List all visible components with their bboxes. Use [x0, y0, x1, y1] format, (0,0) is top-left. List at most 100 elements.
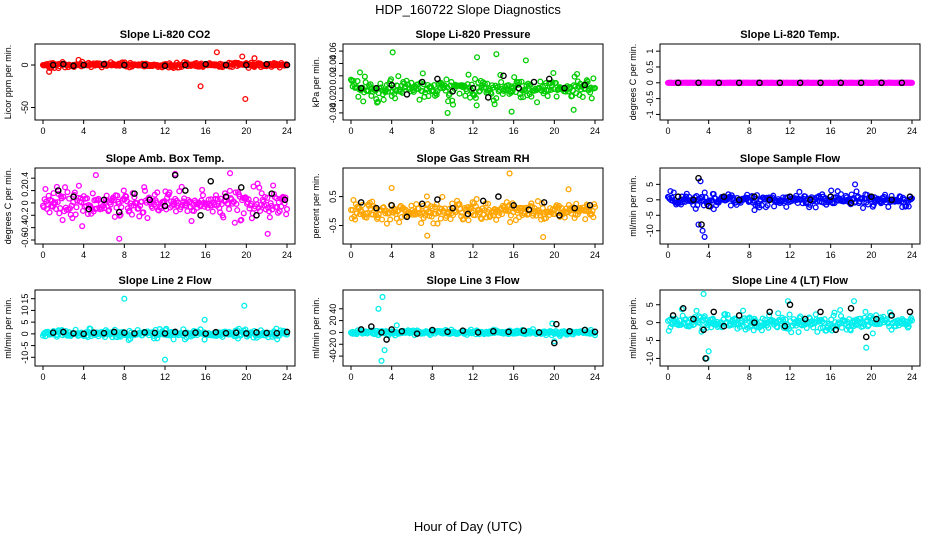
chart-panel: Slope Li-820 CO2 Licor ppm per min. 0 4 8 12 1… — [3, 29, 296, 136]
hourly-point — [197, 211, 204, 219]
data-point — [491, 101, 498, 108]
data-point — [473, 196, 480, 203]
data-point — [266, 214, 273, 221]
hourly-point — [700, 326, 707, 334]
hourly-point — [807, 196, 814, 204]
hourly-point — [357, 84, 365, 92]
data-point — [481, 80, 488, 87]
x-tick-label: 8 — [747, 250, 752, 260]
data-point — [489, 212, 497, 219]
data-point — [383, 220, 390, 227]
y-tick-label: 0 — [20, 331, 30, 336]
x-tick-label: 24 — [590, 126, 600, 136]
data-point — [579, 93, 586, 101]
data-point — [456, 90, 463, 97]
data-point — [465, 217, 472, 224]
data-point — [120, 187, 127, 194]
hourly-point — [710, 308, 718, 316]
data-point — [727, 322, 734, 329]
data-point — [591, 332, 599, 339]
data-point — [430, 220, 437, 227]
hourly-point — [222, 193, 230, 201]
y-tick-label: -20 — [328, 338, 338, 351]
data-point — [679, 312, 686, 319]
outlier-point — [201, 316, 208, 323]
hourly-point — [766, 196, 773, 204]
data-point — [283, 211, 290, 218]
hourly-point — [510, 201, 517, 209]
hourly-point — [581, 326, 589, 334]
data-point — [240, 210, 247, 217]
data-point — [114, 192, 121, 199]
x-tick-label: 24 — [907, 250, 917, 260]
hourly-point — [115, 208, 123, 216]
x-tick-label: 12 — [160, 250, 170, 260]
data-point — [547, 86, 554, 93]
y-axis-label: ml/min per min. — [628, 175, 638, 237]
y-tick-label: -0.6 — [20, 232, 30, 248]
hourly-point — [368, 323, 375, 330]
x-tick-label: 12 — [785, 250, 795, 260]
data-point — [433, 91, 440, 98]
panel-title: Slope Sample Flow — [740, 153, 841, 165]
hourly-point — [551, 339, 558, 347]
data-point — [238, 216, 245, 223]
hourly-point — [80, 61, 87, 69]
data-point — [537, 78, 544, 85]
hourly-point — [60, 60, 67, 68]
data-point — [106, 207, 113, 214]
outlier-point — [444, 109, 451, 116]
y-tick-label: 15 — [20, 294, 30, 304]
y-tick-label: -0.2 — [20, 208, 30, 224]
data-point — [764, 202, 771, 209]
data-point — [571, 214, 578, 222]
outlier-point — [699, 227, 706, 234]
x-tick-label: 4 — [706, 250, 711, 260]
data-point — [87, 202, 94, 209]
plot-frame — [34, 43, 296, 121]
hourly-point — [403, 91, 411, 98]
hourly-point — [837, 79, 845, 87]
hourly-point — [161, 330, 169, 337]
data-point — [107, 201, 114, 208]
hourly-point — [232, 329, 240, 336]
data-point — [380, 96, 387, 103]
x-tick-label: 8 — [122, 372, 127, 382]
x-tick-label: 20 — [866, 372, 876, 382]
x-tick-label: 12 — [160, 126, 170, 136]
data-point — [837, 191, 845, 198]
data-point — [553, 93, 560, 100]
outlier-point — [375, 305, 382, 312]
hourly-point — [479, 197, 487, 205]
data-point — [270, 182, 277, 189]
hourly-point — [141, 329, 148, 336]
x-tick-label: 24 — [590, 372, 600, 382]
hourly-point — [520, 327, 528, 334]
data-point — [498, 79, 505, 86]
hourly-point — [459, 327, 467, 334]
x-tick-label: 8 — [122, 126, 127, 136]
outlier-point — [393, 322, 400, 329]
data-point — [859, 204, 867, 212]
x-tick-label: 16 — [826, 372, 836, 382]
y-tick-label: -1 — [645, 110, 655, 118]
y-tick-label: 1 — [645, 49, 655, 54]
hourly-point — [735, 312, 743, 319]
data-point — [908, 79, 916, 86]
data-point — [42, 185, 49, 193]
hourly-point — [469, 84, 477, 92]
data-point — [116, 212, 123, 219]
y-axis-label: ml/min per min. — [628, 297, 638, 359]
data-point — [495, 212, 502, 219]
data-point — [867, 312, 874, 319]
outlier-point — [522, 57, 529, 64]
x-tick-label: 24 — [907, 372, 917, 382]
hourly-point — [253, 211, 260, 219]
data-point — [885, 203, 892, 210]
data-point — [740, 307, 747, 314]
outlier-point — [493, 51, 500, 58]
hourly-point — [283, 328, 291, 336]
y-axis-label: ml/min per min. — [3, 297, 13, 359]
data-point — [727, 202, 734, 209]
data-point — [783, 203, 790, 210]
